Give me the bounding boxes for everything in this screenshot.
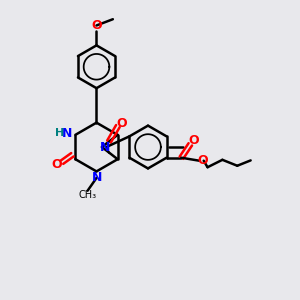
Text: O: O bbox=[91, 19, 102, 32]
Text: O: O bbox=[52, 158, 62, 171]
Text: O: O bbox=[116, 117, 127, 130]
Text: O: O bbox=[189, 134, 199, 147]
Text: H: H bbox=[55, 128, 64, 138]
Text: N: N bbox=[62, 127, 72, 140]
Text: N: N bbox=[92, 171, 102, 184]
Text: N: N bbox=[100, 140, 110, 154]
Text: CH₃: CH₃ bbox=[79, 190, 97, 200]
Text: O: O bbox=[197, 154, 208, 166]
